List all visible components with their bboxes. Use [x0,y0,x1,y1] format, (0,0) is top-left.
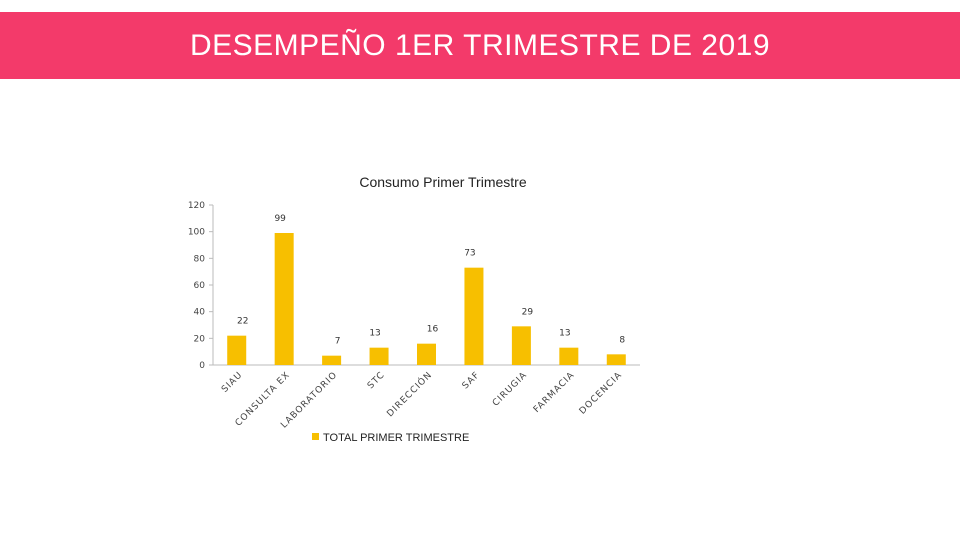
y-tick-label: 80 [194,254,206,264]
bar [369,347,389,365]
y-tick-label: 20 [194,334,206,344]
data-label: 13 [559,329,570,339]
y-tick-label: 120 [188,201,205,211]
bar [606,354,626,365]
bar [417,343,436,365]
category-label: DIRECCIÓN [384,369,435,420]
bar [274,233,294,365]
chart-axes: 0 20 40 60 80 100 120 [188,201,640,371]
bar [227,335,247,365]
y-tick-label: 60 [194,281,206,291]
chart-title: Consumo Primer Trimestre [359,174,526,190]
data-label: 7 [335,337,341,347]
data-label: 22 [237,317,248,327]
category-label: SAF [461,370,482,391]
bar [559,347,579,365]
data-label: 29 [522,307,534,317]
data-label: 8 [619,335,625,345]
chart-bars [227,233,626,365]
category-label: SIAU [220,370,245,395]
y-tick-label: 100 [188,228,205,238]
y-tick-label: 40 [194,308,206,318]
data-label: 73 [464,249,475,259]
data-label: 16 [427,325,439,335]
page-title: DESEMPEÑO 1ER TRIMESTRE DE 2019 [189,28,771,62]
bar [322,355,342,365]
y-tick-label: 0 [199,361,205,371]
chart-legend: TOTAL PRIMER TRIMESTRE [312,432,469,444]
legend-swatch [312,433,319,440]
header-banner: DESEMPEÑO 1ER TRIMESTRE DE 2019 [0,12,960,79]
data-label: 13 [369,329,380,339]
chart-data-labels: 22 99 7 13 16 73 29 13 8 [237,214,625,347]
bar [464,267,484,365]
bar [511,326,531,365]
category-label: FARMACIA [532,370,577,415]
category-label: CIRUGIA [491,370,530,409]
category-label: STC [366,370,387,391]
legend-label: TOTAL PRIMER TRIMESTRE [323,432,469,444]
data-label: 99 [274,214,286,224]
category-label: DOCENCIA [578,370,625,417]
